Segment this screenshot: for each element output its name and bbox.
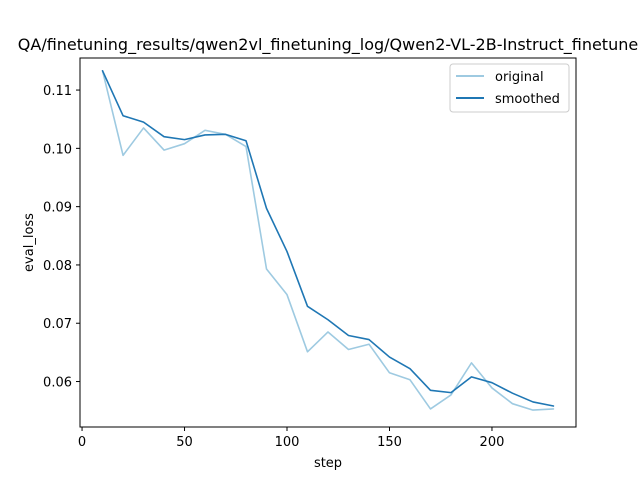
x-tick-label: 200 — [480, 435, 505, 450]
y-tick-label: 0.10 — [43, 142, 72, 157]
y-tick-label: 0.06 — [43, 376, 72, 391]
y-tick-label: 0.07 — [43, 317, 72, 332]
series-layer — [101, 70, 555, 411]
y-tick-label: 0.11 — [43, 84, 72, 99]
x-tick-label: 0 — [78, 435, 86, 450]
plot-frame — [79, 57, 577, 428]
y-tick-label: 0.09 — [43, 201, 72, 216]
series-line-smoothed — [101, 70, 555, 407]
legend-label-smoothed: smoothed — [495, 92, 560, 107]
legend-label-original: original — [495, 70, 544, 85]
plot-area — [80, 58, 576, 427]
y-tick-label: 0.08 — [43, 259, 72, 274]
x-tick-label: 150 — [377, 435, 402, 450]
legend: original smoothed — [449, 63, 570, 113]
series-line-original — [101, 70, 555, 411]
x-axis-label: step — [314, 456, 342, 471]
x-tick-label: 100 — [275, 435, 300, 450]
x-tick-label: 50 — [176, 435, 193, 450]
y-axis-label: eval_loss — [22, 213, 37, 272]
ticks-layer: 0 50 100 150 200 0.06 0.07 0.08 0.09 0.10 0.11 — [43, 84, 504, 450]
chart-title: QA/finetuning_results/qwen2vl_finetuning… — [18, 35, 638, 55]
